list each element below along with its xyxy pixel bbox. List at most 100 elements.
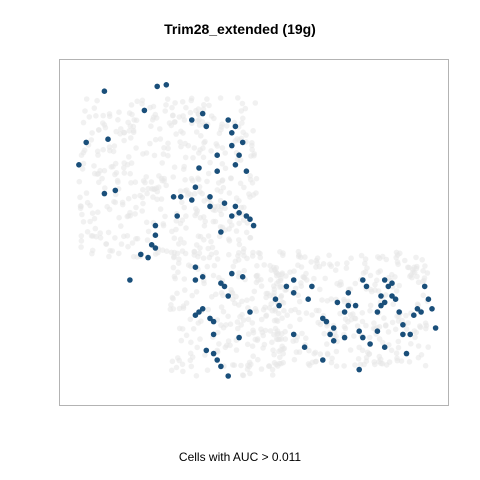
background-point (328, 359, 335, 366)
background-point (197, 336, 203, 342)
background-point (97, 235, 104, 241)
background-point (333, 363, 340, 370)
background-point (139, 101, 145, 107)
highlighted-point (236, 210, 242, 216)
highlighted-point (411, 312, 417, 319)
background-point (301, 274, 307, 281)
background-point (170, 112, 176, 119)
background-point (241, 267, 247, 274)
highlighted-point (154, 83, 160, 90)
background-point (249, 343, 256, 350)
background-point (261, 262, 268, 268)
background-point (80, 219, 87, 225)
background-point (219, 145, 226, 151)
background-point (239, 298, 245, 305)
background-point (363, 322, 369, 329)
background-point (139, 208, 145, 214)
background-point (80, 119, 87, 126)
background-point (250, 329, 257, 336)
highlighted-point (152, 245, 159, 251)
background-point (103, 241, 109, 247)
highlighted-point (236, 334, 242, 341)
background-point (204, 263, 211, 270)
highlighted-point (214, 357, 220, 363)
background-point (81, 147, 88, 153)
highlighted-point (76, 162, 82, 168)
background-point (155, 184, 162, 190)
background-point (249, 320, 256, 326)
background-point (202, 138, 208, 145)
background-point (297, 316, 303, 323)
background-point (112, 160, 119, 167)
background-point (374, 277, 380, 284)
background-point (208, 148, 214, 154)
background-point (228, 222, 235, 228)
highlighted-point (432, 325, 439, 331)
highlighted-point (352, 302, 359, 309)
background-point (94, 97, 100, 104)
background-point (144, 237, 151, 243)
background-point (254, 263, 260, 269)
background-point (170, 306, 177, 312)
background-point (293, 337, 299, 344)
background-point (271, 286, 278, 293)
highlighted-point (356, 328, 363, 335)
background-point (324, 323, 330, 329)
background-point (277, 354, 283, 361)
background-point (239, 100, 246, 107)
background-point (147, 104, 153, 111)
background-point (418, 352, 425, 358)
background-point (91, 215, 98, 222)
background-point (183, 300, 190, 306)
background-point (180, 130, 186, 136)
background-point (158, 175, 165, 182)
background-point (154, 196, 160, 203)
background-point (376, 255, 383, 262)
background-point (128, 180, 134, 186)
highlighted-point (327, 331, 333, 338)
highlighted-point (101, 88, 108, 94)
background-point (202, 352, 208, 358)
highlighted-point (341, 334, 348, 341)
background-point (95, 127, 102, 133)
highlighted-point (174, 213, 180, 219)
background-point (368, 288, 375, 295)
background-point (238, 108, 245, 114)
background-point (216, 341, 222, 347)
highlighted-point (385, 283, 392, 290)
background-point (134, 98, 140, 105)
background-point (423, 325, 429, 332)
background-point (272, 325, 279, 332)
background-point (328, 296, 335, 302)
background-point (106, 253, 112, 260)
highlighted-point (378, 302, 384, 309)
background-point (78, 238, 85, 244)
background-point (270, 347, 276, 354)
background-point (254, 356, 261, 363)
highlighted-point (374, 309, 381, 315)
background-point (241, 184, 247, 191)
background-point (201, 280, 207, 287)
background-point (351, 333, 357, 339)
background-point (157, 136, 164, 142)
highlighted-point (425, 296, 432, 303)
background-point (196, 184, 203, 190)
background-point (112, 235, 118, 241)
background-point (168, 249, 175, 256)
background-point (212, 207, 218, 214)
background-point (413, 254, 419, 261)
background-point (260, 306, 267, 313)
highlighted-point (407, 331, 414, 338)
highlighted-point (178, 194, 184, 200)
x-axis-label: Cells with AUC > 0.011 (178, 450, 302, 464)
highlighted-point (381, 277, 388, 283)
background-point (394, 252, 401, 258)
background-point (393, 288, 400, 294)
background-point (219, 121, 225, 127)
background-point (372, 281, 378, 288)
background-point (165, 140, 171, 147)
background-point (163, 102, 169, 108)
highlighted-point (210, 331, 217, 338)
background-point (362, 256, 369, 262)
background-point (252, 100, 259, 106)
